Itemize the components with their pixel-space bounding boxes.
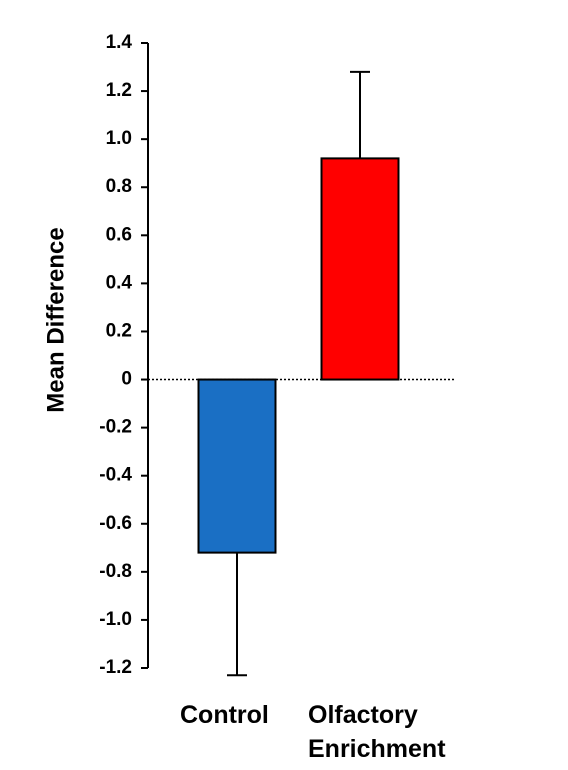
y-tick-label: -0.8 bbox=[99, 561, 132, 582]
y-tick-label: 1.0 bbox=[106, 128, 132, 149]
y-tick-label: 1.2 bbox=[106, 80, 132, 101]
y-tick-label: 0.2 bbox=[106, 320, 132, 341]
y-tick-label: -0.6 bbox=[99, 513, 132, 534]
y-tick-label: 0.4 bbox=[106, 272, 133, 293]
bar bbox=[320, 157, 400, 381]
y-tick-label: -0.2 bbox=[99, 417, 132, 438]
x-tick-label: Control bbox=[180, 701, 269, 729]
y-tick-label: -1.0 bbox=[99, 609, 132, 630]
y-tick-label: -1.2 bbox=[99, 657, 132, 678]
y-axis-title: Mean Difference bbox=[42, 227, 69, 412]
y-tick-label: 1.4 bbox=[106, 32, 133, 53]
bar bbox=[197, 378, 277, 554]
x-tick-label: Olfactory Enrichment bbox=[308, 701, 446, 763]
y-tick-label: 0.6 bbox=[106, 224, 132, 245]
y-tick-label: -0.4 bbox=[99, 465, 132, 486]
y-tick-label: 0.8 bbox=[106, 176, 132, 197]
y-tick-label: 0 bbox=[121, 369, 132, 390]
